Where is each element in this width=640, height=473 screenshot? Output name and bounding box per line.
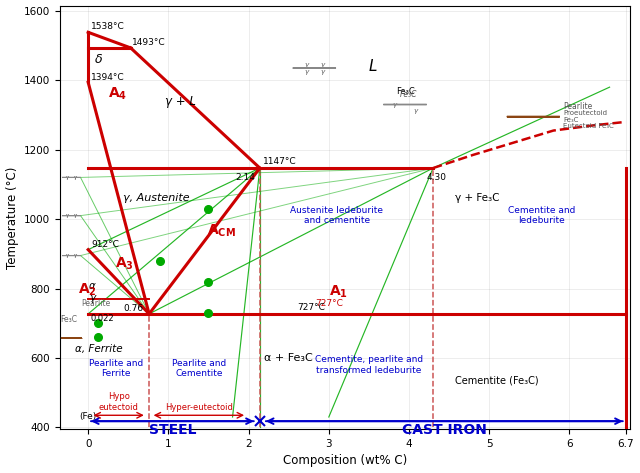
Text: γ: γ — [321, 69, 324, 75]
Text: $\mathbf{A_3}$: $\mathbf{A_3}$ — [115, 256, 134, 272]
Text: γ: γ — [74, 253, 76, 258]
Text: Pearlite and
Ferrite: Pearlite and Ferrite — [89, 359, 143, 378]
Text: γ: γ — [413, 108, 417, 114]
Text: Pearlite: Pearlite — [563, 102, 592, 111]
Text: γ, Austenite: γ, Austenite — [123, 193, 189, 203]
Text: γ + Fe₃C: γ + Fe₃C — [455, 193, 499, 203]
Text: δ: δ — [95, 53, 102, 66]
Text: 2.14: 2.14 — [235, 173, 255, 182]
Text: $\mathbf{A_4}$: $\mathbf{A_4}$ — [108, 86, 127, 102]
Text: Eutectoid Fe₃C: Eutectoid Fe₃C — [563, 123, 614, 129]
Text: 0.022: 0.022 — [91, 314, 114, 323]
Text: (Fe): (Fe) — [79, 412, 97, 421]
Text: Hyper-eutectoid: Hyper-eutectoid — [165, 403, 233, 412]
Text: 1147°C: 1147°C — [263, 158, 297, 166]
Text: Cementite, pearlite and
transformed ledeburite: Cementite, pearlite and transformed lede… — [315, 355, 423, 375]
Text: 1493°C: 1493°C — [132, 38, 166, 47]
Text: 0.76: 0.76 — [124, 304, 143, 313]
Text: γ: γ — [392, 102, 397, 107]
Text: Fe₃C: Fe₃C — [60, 315, 77, 324]
Text: $\mathbf{A_2}$: $\mathbf{A_2}$ — [77, 282, 97, 298]
Text: Austenite ledeburite
and cementite: Austenite ledeburite and cementite — [291, 206, 383, 225]
Text: 727°C: 727°C — [315, 299, 343, 308]
Text: γ: γ — [65, 213, 68, 218]
Text: Fe₃C: Fe₃C — [396, 87, 414, 96]
Text: Proeutectoid
Fe₃C: Proeutectoid Fe₃C — [563, 110, 607, 123]
Text: $\mathbf{A_1}$: $\mathbf{A_1}$ — [329, 284, 348, 300]
Text: γ: γ — [65, 253, 68, 258]
Text: γ: γ — [304, 61, 308, 68]
Text: γ: γ — [304, 69, 308, 75]
Text: γ: γ — [74, 213, 76, 218]
Text: Pearlite: Pearlite — [81, 299, 110, 308]
Text: Fe₃C: Fe₃C — [400, 89, 418, 98]
Text: 4.30: 4.30 — [427, 173, 447, 182]
Text: Cementite (Fe₃C): Cementite (Fe₃C) — [456, 376, 539, 385]
Text: Cementite and
ledeburite: Cementite and ledeburite — [508, 206, 575, 225]
Text: 1394°C: 1394°C — [92, 73, 125, 82]
Text: γ: γ — [65, 213, 68, 218]
Text: $\mathbf{A_{CM}}$: $\mathbf{A_{CM}}$ — [207, 223, 236, 239]
Text: γ: γ — [74, 175, 76, 180]
Text: STEEL: STEEL — [148, 423, 196, 437]
Text: γ: γ — [65, 175, 68, 180]
Text: α + Fe₃C: α + Fe₃C — [264, 353, 313, 363]
Text: γ: γ — [74, 175, 76, 180]
X-axis label: Composition (wt% C): Composition (wt% C) — [283, 455, 407, 467]
Text: γ: γ — [321, 61, 324, 68]
Text: γ: γ — [74, 213, 76, 218]
Text: γ + L: γ + L — [165, 95, 196, 107]
Text: 912°C: 912°C — [92, 240, 119, 249]
Text: γ: γ — [74, 253, 76, 258]
Text: Pearlite and
Cementite: Pearlite and Cementite — [172, 359, 226, 378]
Text: α, Ferrite: α, Ferrite — [75, 344, 122, 354]
Text: L: L — [369, 59, 377, 74]
Text: Hypo
eutectoid: Hypo eutectoid — [99, 393, 139, 412]
Text: γ: γ — [89, 293, 95, 303]
Text: γ: γ — [65, 175, 68, 180]
Y-axis label: Temperature (°C): Temperature (°C) — [6, 166, 19, 269]
Text: CAST IRON: CAST IRON — [402, 423, 487, 437]
Text: γ: γ — [65, 253, 68, 258]
Text: α: α — [89, 281, 96, 291]
Text: 727°C: 727°C — [297, 303, 324, 312]
Text: 1538°C: 1538°C — [92, 22, 125, 31]
